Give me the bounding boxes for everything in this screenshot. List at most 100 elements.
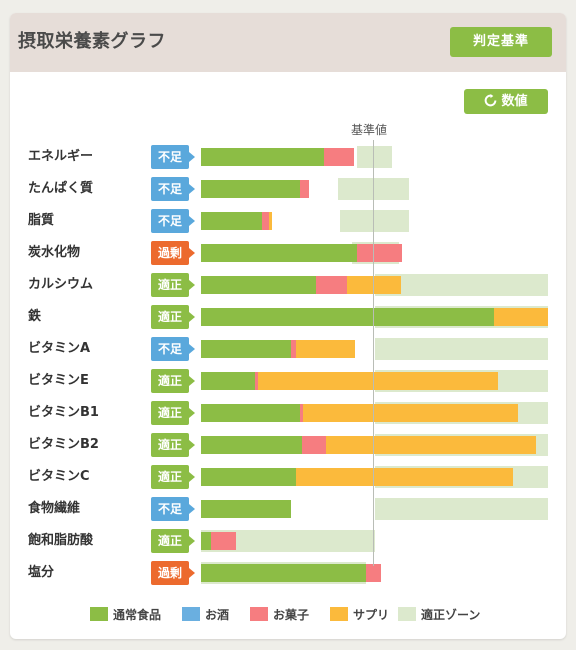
nutrient-row: 塩分 過剰 — [10, 561, 566, 585]
status-badge: 適正 — [151, 465, 195, 489]
legend-swatch — [398, 607, 416, 621]
bar-segment-food — [201, 340, 292, 358]
bar-segment-food — [201, 436, 302, 454]
bar-area — [10, 497, 566, 521]
bar-segment-snacks — [254, 372, 259, 390]
bar-segment-snacks — [324, 148, 354, 166]
nutrient-row: 食物繊維 不足 — [10, 497, 566, 521]
bar-area — [10, 241, 566, 265]
nutrient-graph-card: 摂取栄養素グラフ 判定基準 数値 基準値 エネルギー 不足 たんぱく質 不足 脂質 不足炭… — [10, 13, 566, 639]
bar-area — [10, 401, 566, 425]
legend-label: 適正ゾーン — [421, 608, 481, 622]
bar-segment-supplement — [296, 340, 356, 358]
optimal-zone — [201, 530, 375, 552]
legend-swatch — [182, 607, 200, 621]
nutrient-row: ビタミンA 不足 — [10, 337, 566, 361]
legend-item-alcohol: お酒 — [182, 605, 229, 625]
status-badge: 過剰 — [151, 561, 195, 585]
nutrient-label: ビタミンB1 — [28, 405, 99, 420]
bar-segment-snacks — [365, 564, 382, 582]
bar-segment-food — [201, 404, 300, 422]
nutrient-row: カルシウム 適正 — [10, 273, 566, 297]
status-badge: 適正 — [151, 433, 195, 457]
status-badge: 不足 — [151, 177, 195, 201]
status-badge: 適正 — [151, 369, 195, 393]
nutrient-label: ビタミンC — [28, 469, 90, 484]
bar-segment-snacks — [211, 532, 236, 550]
bar-segment-snacks — [291, 340, 297, 358]
nutrient-label: 脂質 — [28, 213, 55, 228]
nutrient-label: エネルギー — [28, 149, 94, 164]
bar-segment-food — [201, 372, 255, 390]
legend-item-food: 通常食品 — [90, 605, 161, 625]
bar-area — [10, 433, 566, 457]
nutrient-label: 食物繊維 — [28, 501, 81, 516]
nutrient-label: たんぱく質 — [28, 181, 94, 196]
nutrient-row: 炭水化物 過剰 — [10, 241, 566, 265]
nutrient-label: 飽和脂肪酸 — [28, 533, 94, 548]
nutrient-row: 飽和脂肪酸 適正 — [10, 529, 566, 553]
status-badge: 不足 — [151, 337, 195, 361]
nutrient-row: ビタミンB2 適正 — [10, 433, 566, 457]
bar-segment-snacks — [299, 404, 304, 422]
optimal-zone — [357, 146, 392, 168]
legend-swatch — [90, 607, 108, 621]
bar-segment-supplement — [258, 372, 498, 390]
bar-segment-food — [201, 500, 292, 518]
bar-area — [10, 273, 566, 297]
card-header: 摂取栄養素グラフ 判定基準 — [10, 13, 566, 72]
status-badge: 適正 — [151, 401, 195, 425]
bar-area — [10, 369, 566, 393]
legend-swatch — [250, 607, 268, 621]
bar-area — [10, 145, 566, 169]
nutrient-row: エネルギー 不足 — [10, 145, 566, 169]
legend-label: お酒 — [205, 608, 230, 622]
nutrient-label: 塩分 — [28, 565, 55, 580]
legend-swatch — [330, 607, 348, 621]
toggle-values-button[interactable]: 数値 — [464, 89, 548, 114]
nutrient-label: ビタミンE — [28, 373, 89, 388]
legend-item-supplement: サプリ — [330, 605, 389, 625]
bar-area — [10, 177, 566, 201]
nutrient-row: 脂質 不足 — [10, 209, 566, 233]
refresh-icon — [484, 89, 497, 114]
values-button-label: 数値 — [501, 94, 528, 109]
bar-segment-food — [201, 244, 358, 262]
bar-segment-supplement — [325, 436, 536, 454]
status-badge: 不足 — [151, 497, 195, 521]
bar-segment-snacks — [261, 212, 269, 230]
optimal-zone — [374, 338, 548, 360]
optimal-zone — [374, 498, 548, 520]
nutrient-label: ビタミンB2 — [28, 437, 99, 452]
bar-area — [10, 561, 566, 585]
status-badge: 不足 — [151, 209, 195, 233]
page-title: 摂取栄養素グラフ — [18, 31, 166, 52]
nutrient-row: ビタミンE 適正 — [10, 369, 566, 393]
nutrient-label: 炭水化物 — [28, 245, 81, 260]
bar-area — [10, 305, 566, 329]
judge-criteria-button[interactable]: 判定基準 — [450, 27, 552, 57]
nutrient-label: ビタミンA — [28, 341, 91, 356]
bar-segment-food — [201, 564, 366, 582]
chart-legend: 通常食品 お酒 お菓子 サプリ 適正ゾーン — [10, 605, 566, 625]
legend-label: 通常食品 — [113, 608, 162, 622]
bar-segment-food — [201, 212, 262, 230]
bar-segment-supplement — [303, 404, 519, 422]
bar-segment-food — [201, 468, 297, 486]
optimal-zone — [374, 274, 548, 296]
nutrient-row: ビタミンB1 適正 — [10, 401, 566, 425]
legend-label: お菓子 — [273, 608, 310, 622]
bar-area — [10, 209, 566, 233]
bar-segment-supplement — [268, 212, 273, 230]
bar-segment-supplement — [296, 468, 514, 486]
bar-segment-food — [201, 276, 316, 294]
bar-segment-snacks — [301, 436, 326, 454]
nutrient-row: ビタミンC 適正 — [10, 465, 566, 489]
legend-item-snacks: お菓子 — [250, 605, 309, 625]
nutrient-row: 鉄 適正 — [10, 305, 566, 329]
legend-label: サプリ — [353, 608, 390, 622]
bar-area — [10, 465, 566, 489]
bar-segment-food — [201, 308, 495, 326]
bar-area — [10, 337, 566, 361]
status-badge: 過剰 — [151, 241, 195, 265]
